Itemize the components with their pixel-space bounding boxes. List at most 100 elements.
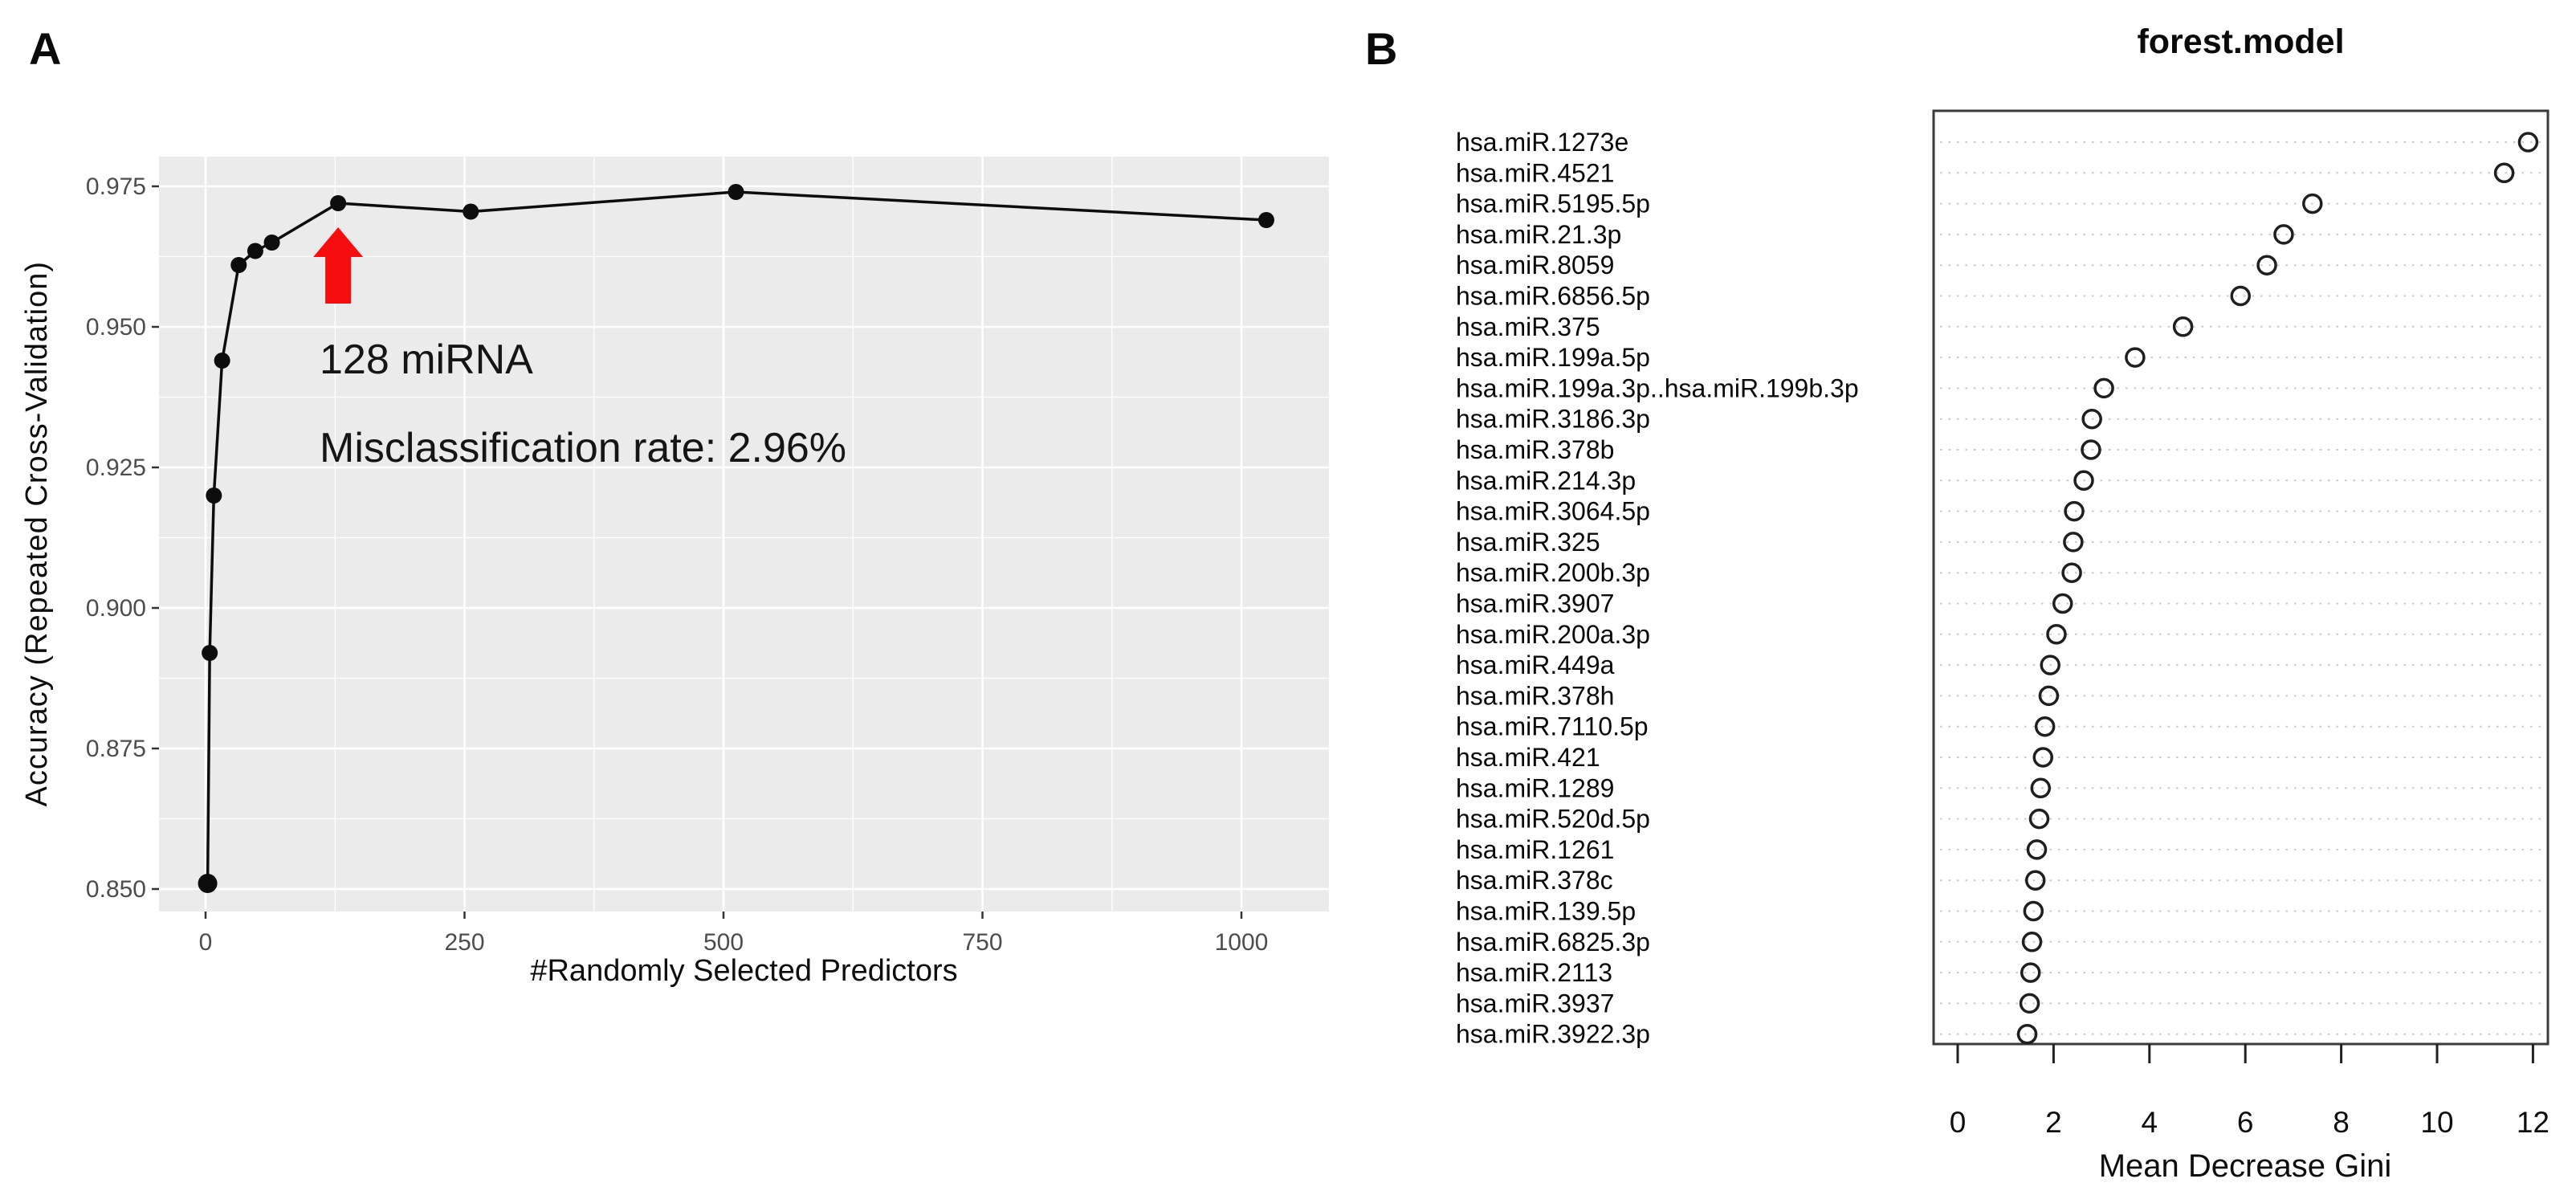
accuracy-data-point	[247, 243, 263, 259]
mirna-label: hsa.miR.3937	[1456, 989, 1614, 1018]
importance-data-point	[2032, 747, 2054, 768]
gini-tick-label: 6	[2237, 1106, 2254, 1139]
importance-data-point	[2256, 255, 2277, 275]
gini-tick-label: 10	[2420, 1106, 2453, 1139]
mirna-label: hsa.miR.3922.3p	[1456, 1020, 1650, 1049]
importance-data-point	[2302, 193, 2323, 214]
accuracy-data-point	[214, 353, 230, 369]
mirna-label: hsa.miR.375	[1456, 312, 1600, 341]
importance-data-point	[2230, 285, 2251, 307]
gini-tick-label: 4	[2142, 1106, 2158, 1139]
forest-model-title: forest.model	[2137, 22, 2345, 61]
importance-data-point	[2081, 408, 2102, 430]
importance-data-point	[2061, 562, 2082, 583]
mirna-label: hsa.miR.200b.3p	[1456, 558, 1650, 587]
accuracy-data-point	[330, 195, 347, 211]
mirna-label: hsa.miR.520d.5p	[1456, 805, 1650, 834]
importance-data-point	[2081, 439, 2101, 460]
y-tick-label: 0.950	[86, 314, 146, 341]
accuracy-data-point	[206, 487, 222, 504]
annotation-misclassification-rate: Misclassification rate: 2.96%	[320, 425, 847, 471]
importance-data-point	[2026, 839, 2048, 860]
importance-data-point	[2517, 132, 2539, 153]
annotation-mirna-count: 128 miRNA	[320, 336, 533, 383]
importance-data-point	[2023, 900, 2044, 922]
mirna-label: hsa.miR.4521	[1456, 158, 1614, 187]
importance-data-point	[2073, 470, 2094, 491]
y-tick-label: 0.850	[86, 876, 146, 903]
x-tick-label: 250	[444, 929, 484, 956]
accuracy-data-point	[263, 235, 280, 251]
importance-data-point	[2030, 777, 2052, 799]
accuracy-data-point	[230, 257, 247, 273]
mirna-label: hsa.miR.139.5p	[1456, 897, 1636, 926]
importance-data-point	[2038, 685, 2060, 707]
gini-tick-label: 0	[1950, 1106, 1967, 1139]
importance-data-point	[2064, 500, 2085, 522]
gini-tick-label: 12	[2517, 1106, 2550, 1139]
accuracy-x-axis-title: #Randomly Selected Predictors	[530, 954, 958, 988]
importance-data-point	[2093, 377, 2114, 399]
x-tick-label: 0	[199, 929, 213, 956]
gini-x-axis-title: Mean Decrease Gini	[2098, 1148, 2392, 1184]
mirna-label: hsa.miR.3186.3p	[1456, 405, 1650, 434]
importance-data-point	[2024, 870, 2046, 891]
mirna-label: hsa.miR.199a.3p..hsa.miR.199b.3p	[1456, 373, 1859, 402]
x-tick-label: 500	[703, 929, 744, 956]
importance-data-point	[2021, 932, 2043, 952]
mirna-label: hsa.miR.1273e	[1456, 128, 1628, 157]
mirna-label: hsa.miR.214.3p	[1456, 466, 1636, 495]
mirna-label: hsa.miR.421	[1456, 743, 1600, 772]
mirna-label: hsa.miR.2113	[1456, 958, 1612, 987]
mirna-label: hsa.miR.449a	[1456, 651, 1615, 679]
x-tick-label: 750	[962, 929, 1002, 956]
accuracy-data-point	[728, 184, 744, 200]
mirna-label: hsa.miR.21.3p	[1456, 220, 1621, 249]
importance-data-point	[2016, 1023, 2038, 1045]
y-tick-label: 0.900	[86, 595, 146, 622]
mirna-label: hsa.miR.3064.5p	[1456, 497, 1650, 526]
mirna-label: hsa.miR.5195.5p	[1456, 190, 1650, 218]
panel-a-letter: A	[29, 23, 62, 74]
accuracy-chart: 0.850 0.875 0.900 0.925 0.950 0.975 0 250 500 750…	[86, 157, 1329, 956]
importance-data-point	[2020, 962, 2041, 983]
accuracy-data-point	[1257, 212, 1274, 228]
importance-data-point	[2040, 655, 2060, 675]
mirna-label: hsa.miR.378h	[1456, 681, 1614, 710]
accuracy-data-point	[202, 645, 218, 661]
importance-data-point	[2052, 593, 2073, 614]
mirna-label: hsa.miR.1261	[1456, 835, 1614, 864]
importance-data-point	[2046, 624, 2067, 645]
mirna-label: hsa.miR.7110.5p	[1456, 712, 1649, 741]
mirna-label: hsa.miR.6856.5p	[1456, 282, 1650, 311]
mirna-label: hsa.miR.8059	[1456, 251, 1614, 279]
accuracy-y-axis-title-wrap: Accuracy (Repeated Cross-Validation)	[11, 157, 63, 912]
importance-data-point	[2063, 532, 2084, 553]
accuracy-data-point	[463, 203, 479, 220]
mirna-label: hsa.miR.378c	[1456, 866, 1613, 895]
importance-data-point	[2019, 993, 2040, 1014]
y-tick-label: 0.925	[86, 455, 146, 481]
importance-data-point	[2273, 224, 2294, 245]
importance-data-point	[2172, 316, 2194, 337]
red-up-arrow	[313, 227, 364, 304]
importance-data-point	[2125, 347, 2146, 368]
x-tick-label: 1000	[1215, 929, 1269, 956]
mirna-label: hsa.miR.6825.3p	[1456, 928, 1650, 956]
gini-tick-label: 8	[2333, 1106, 2350, 1139]
y-tick-label: 0.875	[86, 736, 146, 762]
accuracy-y-axis-title: Accuracy (Repeated Cross-Validation)	[19, 261, 54, 807]
mirna-label: hsa.miR.1289	[1456, 773, 1614, 802]
plot-panel-background	[159, 157, 1329, 912]
importance-data-point	[2034, 716, 2056, 737]
accuracy-data-point	[198, 874, 218, 893]
gini-tick-label: 2	[2045, 1106, 2062, 1139]
plot-box	[1932, 109, 2550, 1046]
mirna-label: hsa.miR.199a.5p	[1456, 343, 1650, 372]
importance-data-point	[2493, 162, 2515, 184]
panel-b-letter: B	[1365, 23, 1398, 74]
y-tick-label: 0.975	[86, 173, 146, 200]
mirna-label: hsa.miR.3907	[1456, 589, 1614, 618]
mirna-label: hsa.miR.325	[1456, 528, 1600, 557]
